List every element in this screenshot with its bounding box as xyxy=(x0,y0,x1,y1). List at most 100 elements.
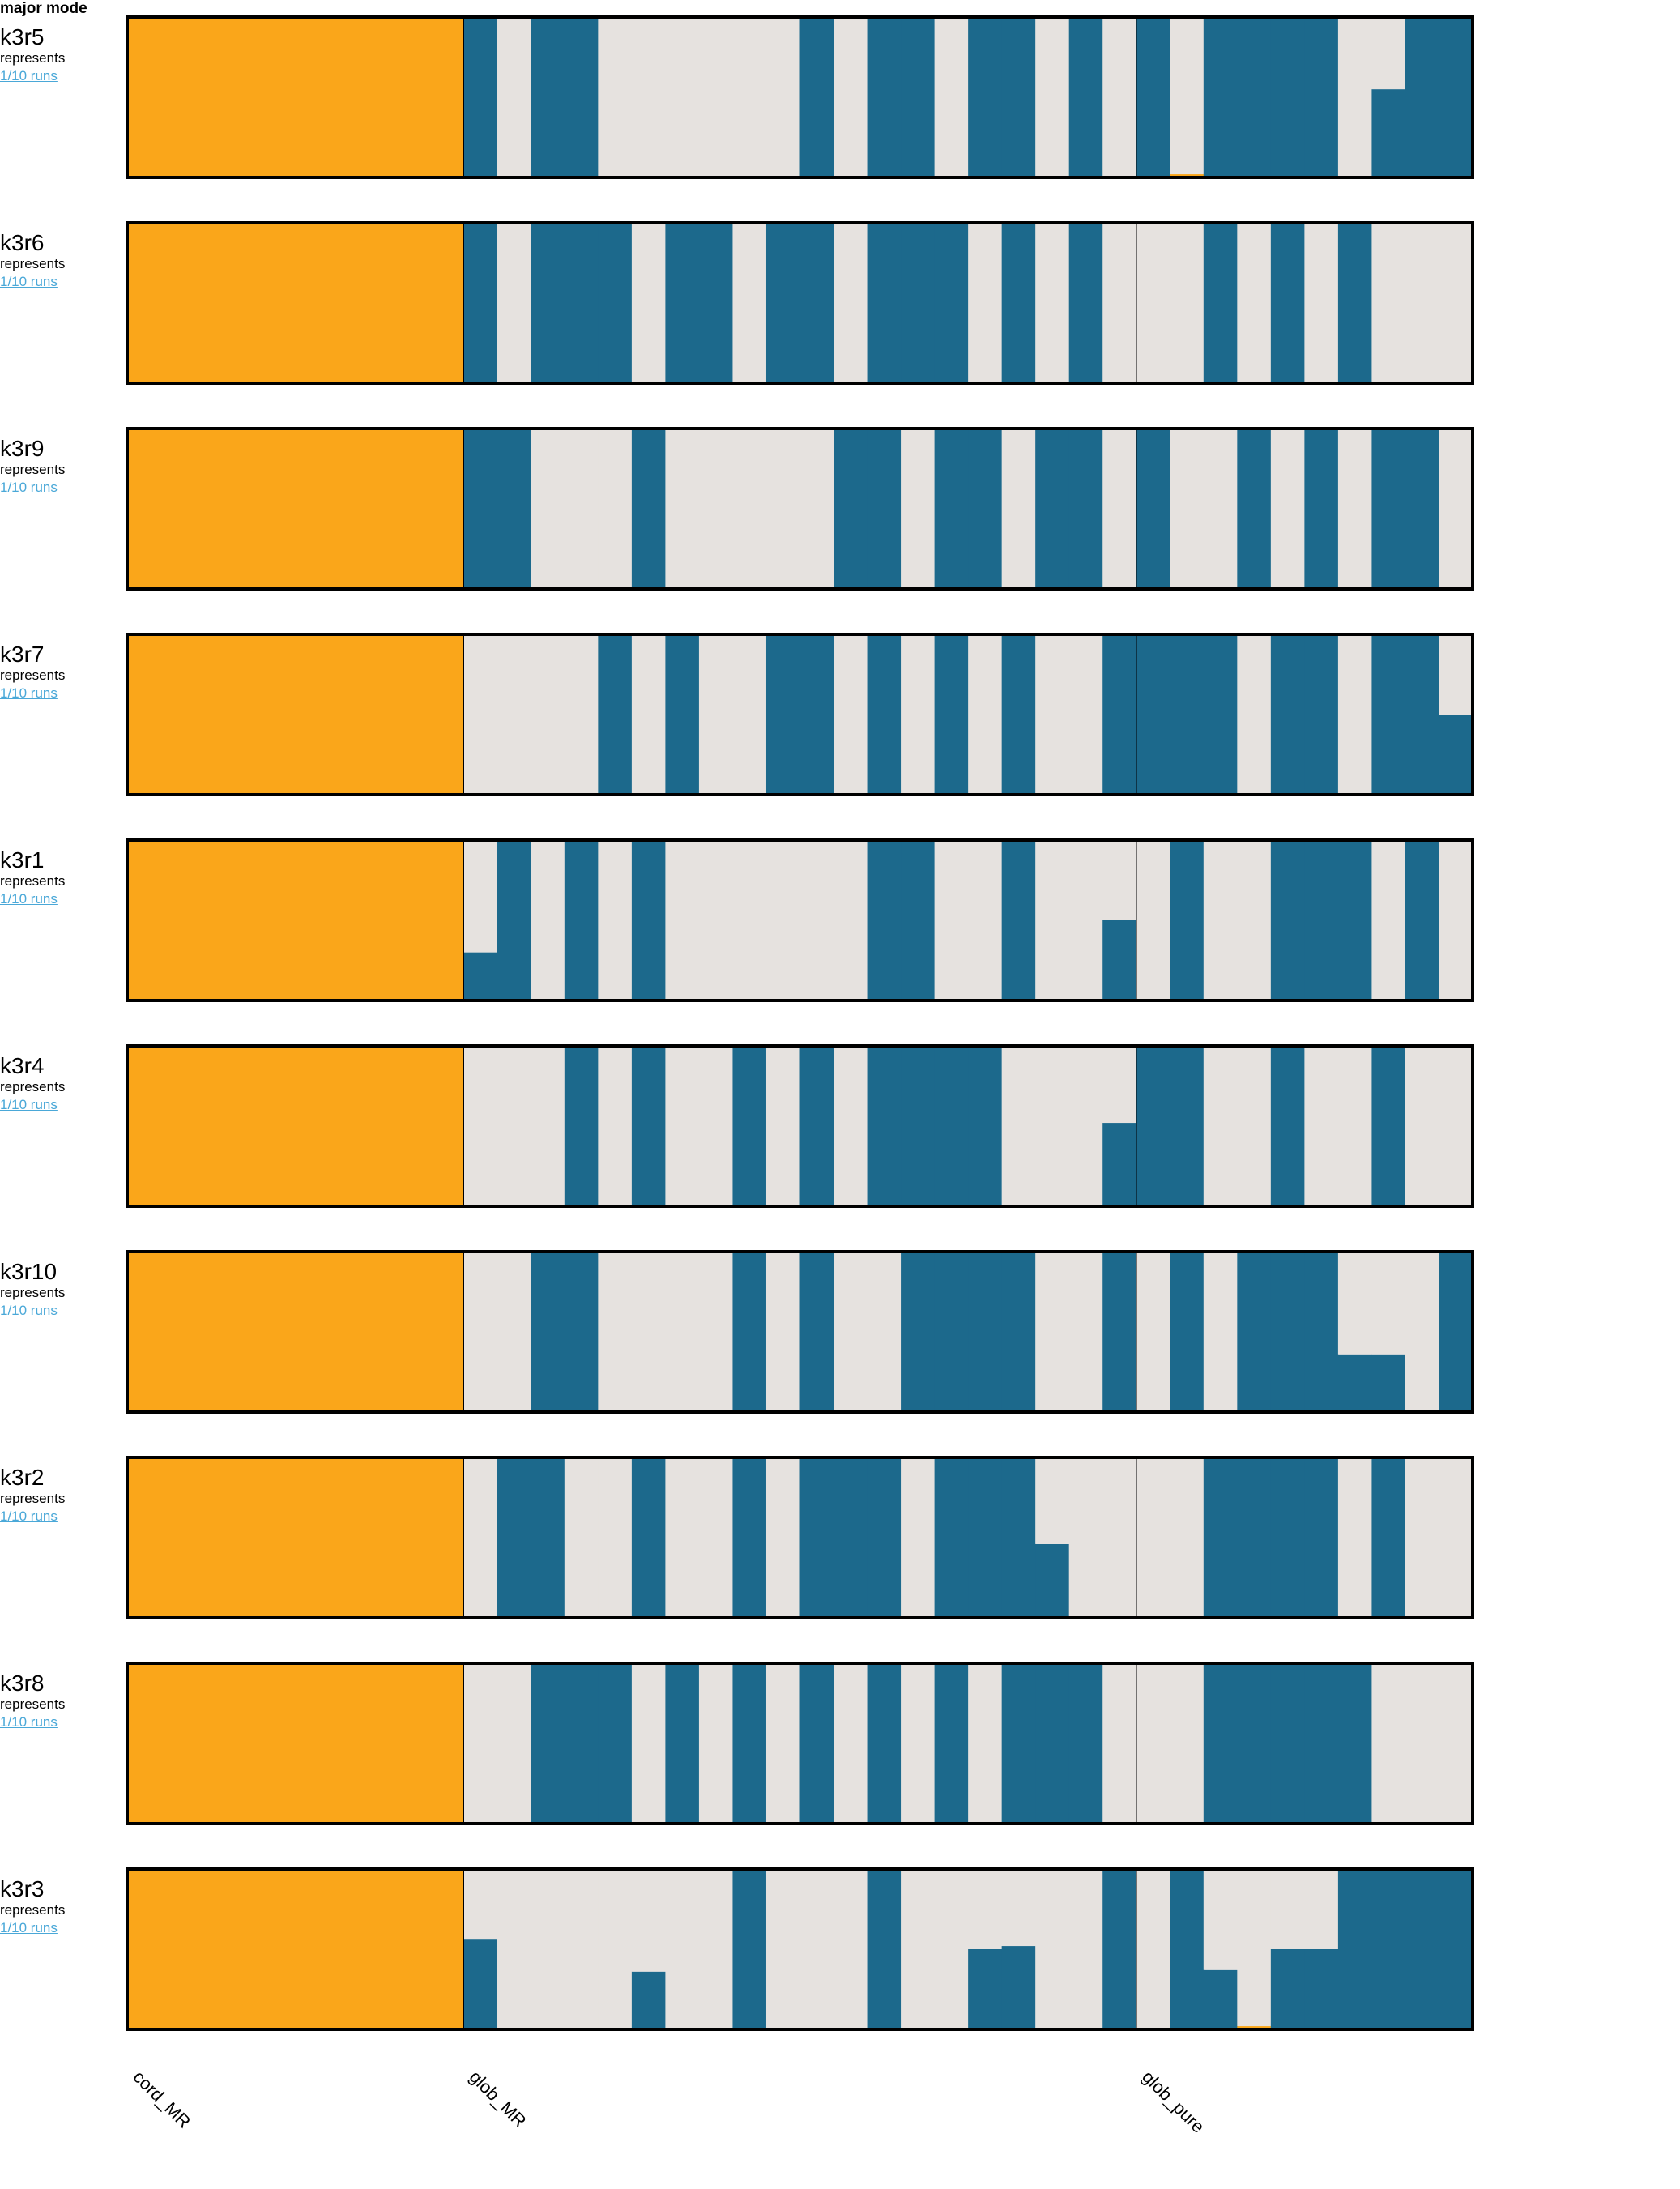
runs-link[interactable]: 1/10 runs xyxy=(0,1097,58,1112)
bar-segment xyxy=(968,1046,1003,1206)
bar-segment xyxy=(262,1252,296,1412)
runs-link[interactable]: 1/10 runs xyxy=(0,1303,58,1318)
bar-segment xyxy=(732,1457,767,1618)
bar-segment xyxy=(1170,1046,1205,1206)
bar-segment xyxy=(329,1663,364,1824)
bar-segment xyxy=(934,634,969,795)
bar-segment xyxy=(497,634,531,795)
run-name: k3r2 xyxy=(0,1465,45,1490)
bar-segment xyxy=(698,429,734,589)
bar-segment xyxy=(934,1869,969,2029)
panel-k3r2 xyxy=(126,1456,1474,1619)
bar-segment xyxy=(160,1663,195,1824)
bar-segment xyxy=(1337,1252,1373,1355)
bar-segment xyxy=(463,1252,498,1412)
bar-segment xyxy=(497,1869,531,2029)
bar-segment xyxy=(1203,17,1238,177)
bar-segment xyxy=(1270,429,1305,589)
bar-segment xyxy=(901,634,936,795)
runs-link[interactable]: 1/10 runs xyxy=(0,68,58,83)
run-label-k3r3: k3r3 represents 1/10 runs xyxy=(0,1877,65,1937)
bar-segment xyxy=(968,1457,1003,1618)
runs-link[interactable]: 1/10 runs xyxy=(0,480,58,495)
bar-segment xyxy=(968,223,1003,383)
bar-segment xyxy=(934,1663,969,1824)
bar-segment xyxy=(1035,17,1070,177)
bar-segment xyxy=(598,1457,633,1618)
bar-segment xyxy=(1102,840,1137,920)
bar-segment xyxy=(329,634,364,795)
runs-link[interactable]: 1/10 runs xyxy=(0,274,58,289)
bar-segment xyxy=(1304,1046,1339,1206)
bar-segment xyxy=(228,429,262,589)
bar-segment xyxy=(329,1869,364,2029)
bar-segment xyxy=(665,634,700,795)
bar-segment xyxy=(1337,223,1373,383)
run-name: k3r8 xyxy=(0,1671,45,1696)
bar-segment xyxy=(1170,1869,1205,2029)
runs-link[interactable]: 1/10 runs xyxy=(0,1508,58,1524)
bar-segment xyxy=(1337,429,1373,589)
bar-segment xyxy=(429,840,464,1001)
bar-segment xyxy=(799,1869,834,2029)
bar-segment xyxy=(497,223,531,383)
bar-segment xyxy=(1270,223,1305,383)
bar-segment xyxy=(228,17,262,177)
bar-segment xyxy=(901,1046,936,1206)
runs-link[interactable]: 1/10 runs xyxy=(0,685,58,701)
run-name: k3r10 xyxy=(0,1259,58,1284)
bar-segment xyxy=(665,1457,700,1618)
bar-segment xyxy=(329,1252,364,1412)
bar-segment xyxy=(631,1869,667,1972)
runs-link[interactable]: 1/10 runs xyxy=(0,1714,58,1730)
represents-text: represents xyxy=(0,1696,66,1712)
bar-segment xyxy=(396,223,431,383)
bar-segment xyxy=(1405,634,1440,795)
bar-segment xyxy=(665,840,700,1001)
bar-segment xyxy=(295,1663,330,1824)
bar-segment xyxy=(362,1457,397,1618)
runs-link[interactable]: 1/10 runs xyxy=(0,891,58,907)
bar-segment xyxy=(1270,1252,1305,1412)
bar-segment xyxy=(631,17,667,177)
bar-segment xyxy=(531,1046,565,1206)
run-label-k3r7: k3r7 represents 1/10 runs xyxy=(0,642,65,702)
bar-segment xyxy=(799,1252,834,1412)
bar-segment xyxy=(463,1457,498,1618)
bar-segment xyxy=(598,1663,633,1824)
bar-segment xyxy=(329,1046,364,1206)
panel-border xyxy=(126,633,1474,796)
bar-segment xyxy=(127,429,162,589)
bar-segment xyxy=(1237,1046,1272,1206)
bar-segment xyxy=(1405,1252,1440,1412)
bar-segment xyxy=(160,223,195,383)
run-label-k3r1: k3r1 represents 1/10 runs xyxy=(0,848,65,908)
bar-segment xyxy=(968,17,1003,177)
bar-segment xyxy=(362,840,397,1001)
runs-link[interactable]: 1/10 runs xyxy=(0,1920,58,1935)
bar-segment xyxy=(901,1457,936,1618)
bar-segment xyxy=(1136,634,1170,795)
bar-segment xyxy=(127,1869,162,2029)
bar-segment xyxy=(396,634,431,795)
bar-segment xyxy=(1237,1869,1272,2027)
major-mode-header: major mode xyxy=(0,0,87,17)
bar-segment xyxy=(463,1046,498,1206)
bar-segment xyxy=(1405,1663,1440,1824)
bar-segment xyxy=(531,634,565,795)
bar-segment xyxy=(799,1046,834,1206)
bar-segment xyxy=(1439,1046,1473,1206)
run-label-k3r10: k3r10 represents 1/10 runs xyxy=(0,1260,65,1320)
bar-segment xyxy=(968,634,1003,795)
bar-segment xyxy=(1102,1123,1137,1206)
bar-segment xyxy=(1203,634,1238,795)
bar-segment xyxy=(1001,1046,1036,1206)
bar-segment xyxy=(765,223,801,383)
bar-segment xyxy=(531,1252,565,1412)
bar-segment xyxy=(1102,1046,1137,1124)
bar-segment xyxy=(1439,840,1473,1001)
group-label-cord_MR: cord_MR xyxy=(129,2067,194,2132)
bar-segment xyxy=(867,1869,902,2029)
bar-segment xyxy=(329,1457,364,1618)
bar-segment xyxy=(665,17,700,177)
